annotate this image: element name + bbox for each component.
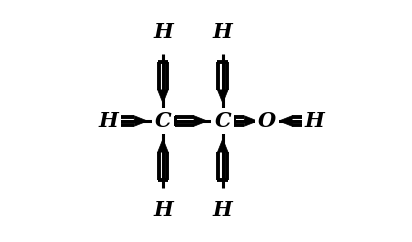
Polygon shape bbox=[244, 116, 258, 126]
Text: H: H bbox=[153, 199, 173, 219]
Text: H: H bbox=[213, 199, 233, 219]
Polygon shape bbox=[158, 139, 168, 152]
Text: H: H bbox=[153, 23, 173, 43]
Polygon shape bbox=[218, 139, 228, 152]
Text: H: H bbox=[305, 111, 325, 131]
Text: H: H bbox=[213, 23, 233, 43]
Polygon shape bbox=[158, 90, 168, 103]
Text: C: C bbox=[214, 111, 231, 131]
Polygon shape bbox=[218, 90, 228, 103]
Polygon shape bbox=[134, 116, 147, 126]
Text: O: O bbox=[258, 111, 276, 131]
Polygon shape bbox=[194, 116, 207, 126]
Polygon shape bbox=[279, 116, 292, 126]
Text: C: C bbox=[154, 111, 171, 131]
Text: H: H bbox=[98, 111, 118, 131]
